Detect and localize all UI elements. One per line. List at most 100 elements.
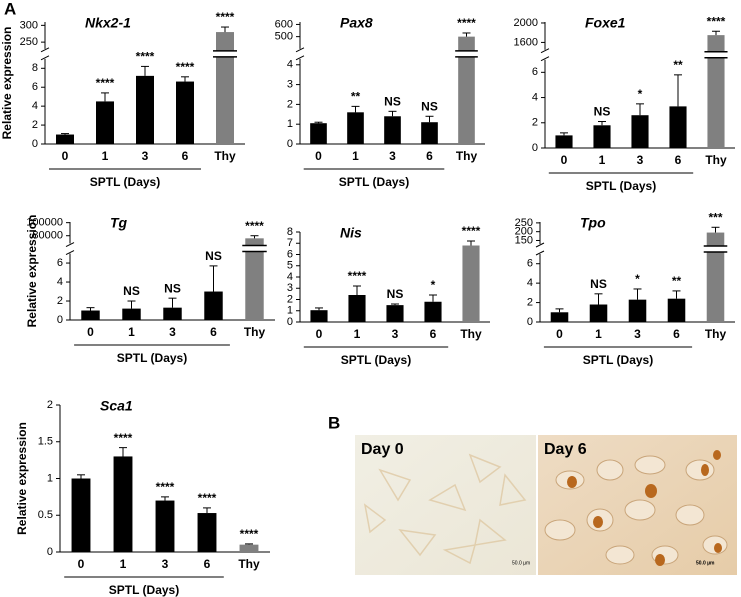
y-tick-label: 1600: [514, 36, 538, 48]
bar: [310, 123, 327, 144]
significance-label: ****: [245, 219, 264, 233]
y-tick-label: 0: [527, 316, 533, 328]
significance-label: **: [673, 58, 683, 72]
y-tick-label: 4: [532, 91, 538, 103]
axis-break: [65, 242, 75, 248]
bar: [707, 35, 725, 149]
y-tick-label: 250: [20, 36, 38, 48]
x-axis-label: SPTL (Days): [109, 583, 179, 597]
x-axis-label: SPTL (Days): [117, 351, 187, 365]
x-tick-label: 0: [78, 557, 85, 571]
y-tick-label: 2: [47, 399, 53, 411]
chart-title: Nis: [340, 225, 362, 241]
bar: [669, 106, 687, 148]
x-tick-label: 3: [142, 149, 149, 163]
panel-label: A: [4, 0, 16, 18]
y-tick-label: 0: [287, 138, 293, 150]
y-tick-label: 1: [47, 472, 53, 484]
y-tick-label: 2: [287, 98, 293, 110]
y-tick-label: 7: [287, 237, 293, 249]
y-tick-label: 300: [20, 19, 38, 31]
bar: [245, 238, 264, 320]
bar: [136, 75, 154, 144]
bar: [310, 310, 328, 322]
y-axis-label: Relative expression: [15, 422, 29, 535]
x-tick-label: 3: [392, 327, 399, 341]
significance-label: ****: [348, 269, 367, 283]
y-tick-label: 2: [532, 117, 538, 129]
y-tick-label: 8: [32, 62, 38, 74]
x-tick-label: Thy: [460, 327, 482, 341]
significance-label: **: [351, 90, 361, 104]
bar-break: [214, 50, 236, 57]
x-axis-label: SPTL (Days): [90, 175, 160, 189]
axis-break: [40, 47, 50, 53]
x-tick-label: 0: [316, 327, 323, 341]
chart-title: Tg: [110, 215, 128, 231]
x-tick-label: 1: [599, 153, 606, 167]
x-tick-label: 6: [426, 149, 433, 163]
bar: [155, 500, 175, 552]
y-tick-label: 1.5: [38, 436, 53, 448]
y-tick-label: 5: [287, 260, 293, 272]
significance-label: ****: [198, 491, 217, 505]
bar-break: [456, 50, 477, 57]
x-tick-label: 1: [120, 557, 127, 571]
bar: [628, 299, 647, 322]
axis-break: [535, 242, 545, 248]
significance-label: ****: [462, 224, 481, 238]
significance-label: NS: [590, 277, 607, 291]
x-tick-label: 6: [210, 325, 217, 339]
y-axis-label: Relative expression: [0, 27, 14, 140]
bar: [631, 115, 649, 148]
y-tick-label: 6: [32, 81, 38, 93]
x-tick-label: 6: [430, 327, 437, 341]
significance-label: *: [431, 278, 436, 292]
y-tick-label: 250: [515, 217, 533, 229]
bar: [71, 478, 91, 552]
y-tick-label: 4: [32, 100, 38, 112]
axis-break: [535, 250, 545, 256]
bar: [204, 291, 223, 320]
x-axis-label: SPTL (Days): [341, 353, 411, 367]
y-tick-label: 2: [287, 293, 293, 305]
bar: [239, 544, 259, 552]
y-tick-label: 2000: [514, 17, 538, 29]
y-tick-label: 4: [287, 271, 293, 283]
y-tick-label: 6: [287, 248, 293, 260]
significance-label: ****: [136, 50, 155, 64]
y-tick-label: 6: [527, 258, 533, 270]
y-tick-label: 4: [287, 59, 293, 71]
image-label: Day 0: [361, 441, 404, 458]
bar: [593, 125, 611, 148]
bar: [550, 312, 569, 322]
scale-bar-label: 50.0 µm: [696, 560, 715, 566]
x-tick-label: 3: [169, 325, 176, 339]
significance-label: *: [638, 87, 643, 101]
significance-label: NS: [123, 284, 140, 298]
bar-break: [705, 51, 727, 58]
bar: [163, 307, 182, 320]
x-axis-label: SPTL (Days): [339, 175, 409, 189]
significance-label: NS: [164, 281, 181, 295]
significance-label: NS: [384, 94, 401, 108]
x-tick-label: 0: [315, 149, 322, 163]
y-tick-label: 0: [32, 138, 38, 150]
significance-label: NS: [205, 249, 222, 263]
axis-break: [540, 48, 550, 54]
bar: [386, 305, 404, 322]
significance-label: *: [635, 272, 640, 286]
scale-bar-label: 50.0 µm: [512, 560, 530, 566]
y-tick-label: 1: [287, 305, 293, 317]
bar: [706, 232, 725, 322]
chart-title: Pax8: [340, 15, 373, 31]
chart-title: Tpo: [580, 215, 606, 231]
panel-label: B: [328, 413, 340, 432]
x-tick-label: Thy: [238, 557, 260, 571]
x-tick-label: Thy: [456, 149, 478, 163]
significance-label: ***: [708, 210, 722, 224]
x-tick-label: 0: [556, 327, 563, 341]
x-tick-label: Thy: [244, 325, 266, 339]
x-tick-label: 0: [561, 153, 568, 167]
